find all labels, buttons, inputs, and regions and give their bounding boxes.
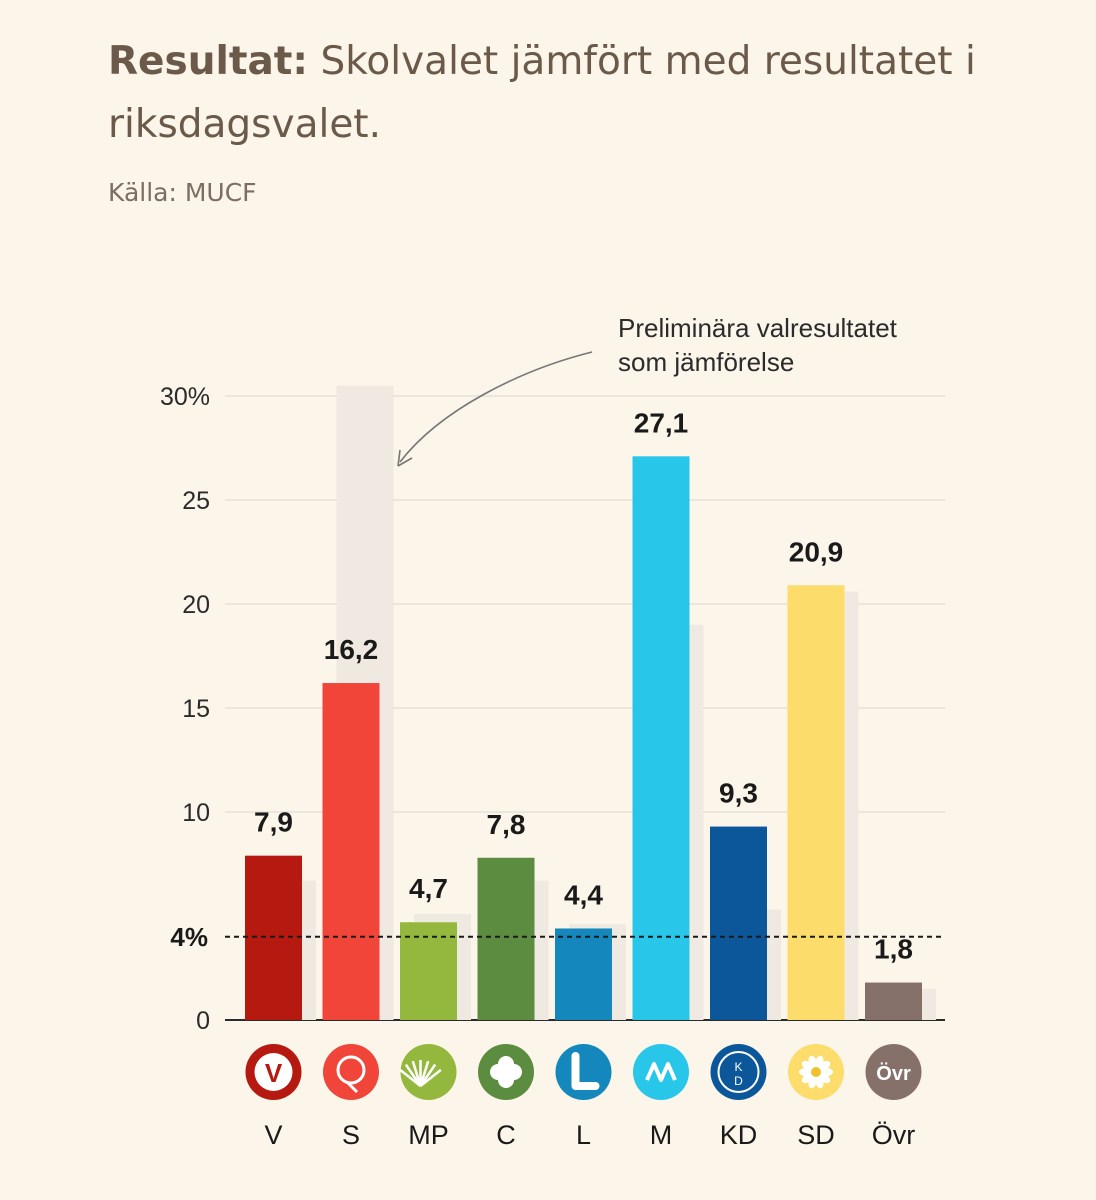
icon-leaf: [399, 1068, 422, 1087]
bar-mp: [400, 922, 457, 1020]
icon-disc: [323, 1044, 379, 1100]
school-vote-bars: [245, 456, 922, 1020]
category-label: V: [264, 1120, 282, 1150]
icon-leaf: [419, 1068, 442, 1087]
bar-value-label: 20,9: [789, 536, 844, 567]
m-logo-icon: [633, 1044, 689, 1100]
bar-c: [477, 857, 535, 1020]
category-label: Övr: [872, 1120, 916, 1150]
icon-disc: [555, 1044, 612, 1100]
icon-disc: [400, 1044, 457, 1100]
threshold-line: 4%: [170, 922, 945, 952]
annotation-text-line1: Preliminära valresultatet: [618, 313, 898, 343]
chart-source: Källa: MUCF: [108, 178, 257, 207]
bar-value-label: 4,4: [564, 879, 603, 910]
party-icons: V KD Övr: [245, 1044, 922, 1100]
bar-l: [555, 928, 612, 1020]
c-clover-icon: [478, 1044, 534, 1100]
bar-value-labels: 7,9 16,2 4,7 7,8 4,4 27,1 9,3 20,9 1,8: [254, 407, 913, 964]
title-rest: Skolvalet jämfört med resultatet i riksd…: [108, 39, 976, 147]
category-label: L: [576, 1120, 591, 1150]
icon-disc: [865, 1044, 922, 1100]
icon-disc: [633, 1044, 689, 1100]
annotation: Preliminära valresultatet som jämförelse: [397, 313, 898, 467]
bar-value-label: 7,8: [487, 809, 526, 840]
annotation-arrow: [399, 351, 593, 463]
y-tick-label: 10: [182, 799, 210, 827]
icon-center: [811, 1067, 821, 1077]
bar-value-label: 16,2: [324, 634, 379, 665]
bar-value-label: 9,3: [719, 778, 758, 809]
bar-v: [245, 855, 302, 1020]
category-label: M: [650, 1120, 673, 1150]
bar-m: [632, 456, 690, 1020]
bar-övr: [865, 982, 922, 1020]
icon-leaf: [419, 1060, 430, 1087]
category-label: C: [496, 1120, 516, 1150]
sd-flower-icon: [788, 1044, 844, 1100]
icon-rose: [336, 1055, 366, 1085]
threshold-label: 4%: [170, 922, 208, 952]
annotation-arrowhead: [397, 449, 413, 467]
y-tick-label: 25: [182, 487, 210, 515]
category-label: S: [342, 1120, 360, 1150]
annotation-text-line2: som jämförelse: [618, 347, 794, 377]
title-bold: Resultat:: [108, 39, 309, 84]
chart-title: Resultat: Skolvalet jämfört med resultat…: [108, 30, 1008, 156]
icon-letter: [571, 1052, 600, 1090]
icon-letter-k: K: [734, 1060, 742, 1074]
y-axis-ticks: 0 10 15 20 25 30%: [160, 383, 210, 1035]
v-logo-icon: V: [245, 1044, 302, 1100]
icon-leaf: [404, 1063, 422, 1087]
mp-dandelion-icon: [399, 1044, 457, 1100]
category-label: KD: [720, 1120, 758, 1150]
bar-value-label: 27,1: [634, 407, 689, 438]
icon-petal: [817, 1060, 831, 1072]
icon-letter: V: [265, 1058, 283, 1088]
bar-sd: [787, 585, 845, 1020]
y-tick-label: 20: [182, 591, 210, 619]
y-tick-label: 30%: [160, 383, 210, 411]
category-label: MP: [408, 1120, 449, 1150]
icon-letter: [645, 1062, 677, 1082]
icon-text: Övr: [876, 1062, 911, 1085]
chart-header: Resultat: Skolvalet jämfört med resultat…: [108, 30, 1008, 207]
bar-kd: [710, 826, 767, 1020]
bar-value-label: 4,7: [409, 873, 448, 904]
category-labels: V S MP C L M KD SD Övr: [264, 1120, 915, 1150]
y-tick-label: 0: [196, 1007, 210, 1035]
bar-value-label: 7,9: [254, 807, 293, 838]
ovr-icon: Övr: [865, 1044, 922, 1100]
kd-logo-icon: KD: [710, 1044, 767, 1100]
s-rose-icon: [323, 1044, 379, 1100]
icon-leaf: [419, 1063, 437, 1087]
y-tick-label: 15: [182, 695, 210, 723]
category-label: SD: [797, 1120, 835, 1150]
icon-ring: [717, 1051, 760, 1093]
l-logo-icon: [555, 1044, 612, 1100]
icon-letter-d: D: [734, 1074, 743, 1088]
bar-s: [322, 683, 380, 1020]
icon-leaf: [411, 1060, 422, 1087]
bar-value-label: 1,8: [874, 934, 913, 965]
icon-stem: [345, 1080, 359, 1094]
icon-leaf: [490, 1064, 506, 1080]
icon-inner: [254, 1053, 293, 1091]
